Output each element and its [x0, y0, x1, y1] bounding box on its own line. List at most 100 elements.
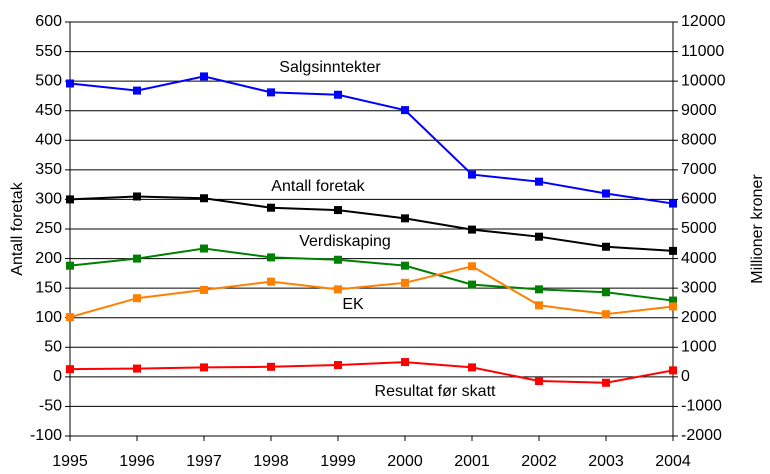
point — [535, 177, 543, 186]
y-tick-label: 600 — [35, 13, 62, 30]
point — [66, 313, 74, 322]
point — [334, 255, 342, 264]
series-label: Verdiskaping — [299, 233, 391, 250]
point — [267, 362, 275, 371]
x-tick-label: 2004 — [655, 453, 691, 470]
y2-tick-label: 6000 — [681, 191, 717, 208]
y2-tick-label: 11000 — [681, 43, 724, 60]
x-tick-label: 1999 — [320, 453, 356, 470]
y-axis-title: Antall foretak — [9, 181, 26, 275]
point — [401, 214, 409, 223]
series-line — [69, 247, 674, 302]
point — [66, 365, 74, 374]
y2-tick-label: 0 — [681, 368, 690, 385]
point — [602, 310, 610, 319]
point — [200, 285, 208, 294]
y2-tick-label: 10000 — [681, 72, 726, 89]
point — [267, 203, 275, 212]
point — [468, 170, 476, 179]
point — [669, 296, 677, 305]
x-tick-label: 2002 — [521, 453, 557, 470]
point — [200, 72, 208, 81]
point — [200, 244, 208, 253]
series-label: Antall foretak — [271, 178, 365, 195]
point — [669, 366, 677, 375]
y2-tick-label: 3000 — [681, 279, 717, 296]
point — [66, 261, 74, 270]
point — [669, 199, 677, 208]
series-label: Salgsinntekter — [279, 59, 381, 76]
y-tick-label: 450 — [35, 102, 62, 119]
point — [468, 280, 476, 289]
y2-tick-label: 2000 — [681, 309, 717, 326]
series-line — [69, 195, 674, 252]
x-tick-label: 1996 — [119, 453, 155, 470]
y2-tick-label: 9000 — [681, 102, 717, 119]
point — [535, 232, 543, 241]
point — [468, 262, 476, 271]
y2-tick-label: 4000 — [681, 250, 717, 267]
point — [602, 189, 610, 198]
point — [267, 277, 275, 286]
point — [468, 363, 476, 372]
point — [133, 192, 141, 201]
point — [133, 364, 141, 373]
point — [200, 194, 208, 203]
point — [133, 254, 141, 263]
point — [66, 195, 74, 204]
point — [334, 361, 342, 370]
point — [200, 363, 208, 372]
y-tick-label: 50 — [44, 339, 62, 356]
point — [334, 90, 342, 99]
point — [602, 378, 610, 387]
y-tick-label: -50 — [39, 398, 62, 415]
point — [133, 294, 141, 303]
y-tick-label: 250 — [35, 220, 62, 237]
point — [267, 253, 275, 262]
series-line — [69, 361, 674, 384]
point — [535, 285, 543, 294]
point — [334, 285, 342, 294]
point — [401, 261, 409, 270]
point — [133, 86, 141, 95]
point — [602, 242, 610, 251]
point — [535, 301, 543, 310]
y2-tick-label: 1000 — [681, 339, 717, 356]
point — [66, 79, 74, 88]
x-tick-label: 2001 — [454, 453, 490, 470]
point — [401, 358, 409, 367]
y-tick-label: 200 — [35, 250, 62, 267]
point — [401, 278, 409, 287]
y2-axis-title: Millioner kroner — [749, 174, 766, 284]
point — [334, 206, 342, 215]
x-tick-label: 2000 — [387, 453, 423, 470]
y2-tick-label: -2000 — [681, 427, 722, 444]
series-line — [69, 75, 674, 205]
point — [535, 376, 543, 385]
y-tick-label: 500 — [35, 72, 62, 89]
y-tick-label: -100 — [30, 427, 62, 444]
x-tick-label: 2003 — [588, 453, 624, 470]
x-tick-label: 1998 — [253, 453, 289, 470]
y-tick-label: 550 — [35, 43, 62, 60]
y2-tick-label: 7000 — [681, 161, 717, 178]
point — [602, 288, 610, 297]
point — [401, 106, 409, 115]
y2-tick-label: 8000 — [681, 132, 717, 149]
y-tick-label: 400 — [35, 132, 62, 149]
series-label: EK — [342, 296, 364, 313]
x-tick-label: 1997 — [186, 453, 222, 470]
series-label: Resultat før skatt — [375, 383, 496, 400]
point — [669, 246, 677, 255]
y-tick-label: 0 — [53, 368, 62, 385]
point — [468, 225, 476, 234]
y-tick-label: 150 — [35, 279, 62, 296]
plot-area — [69, 21, 674, 437]
x-tick-label: 1995 — [52, 453, 88, 470]
point — [267, 88, 275, 97]
y2-tick-label: 12000 — [681, 13, 726, 30]
y2-tick-label: -1000 — [681, 398, 722, 415]
y-tick-label: 300 — [35, 191, 62, 208]
y-tick-label: 100 — [35, 309, 62, 326]
